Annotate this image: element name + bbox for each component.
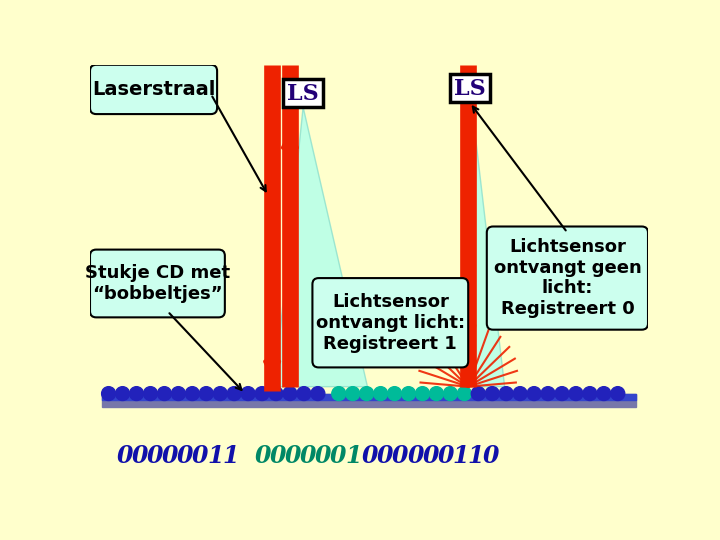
Circle shape — [171, 387, 185, 401]
Circle shape — [311, 387, 325, 401]
Circle shape — [485, 387, 499, 401]
FancyBboxPatch shape — [312, 278, 468, 367]
Circle shape — [527, 387, 541, 401]
Text: Laserstraal: Laserstraal — [92, 80, 215, 99]
Polygon shape — [469, 88, 505, 387]
Text: 1: 1 — [346, 444, 361, 468]
Text: 0: 0 — [147, 444, 163, 468]
Circle shape — [444, 387, 457, 401]
Circle shape — [332, 387, 346, 401]
Circle shape — [185, 387, 199, 401]
Text: 0: 0 — [192, 444, 209, 468]
Text: 0: 0 — [392, 444, 409, 468]
Circle shape — [199, 387, 213, 401]
Text: 0: 0 — [377, 444, 394, 468]
Circle shape — [255, 387, 269, 401]
Text: 0: 0 — [162, 444, 179, 468]
Circle shape — [241, 387, 255, 401]
Text: Lichtsensor
ontvangt licht:
Registreert 1: Lichtsensor ontvangt licht: Registreert … — [316, 293, 465, 353]
Polygon shape — [274, 107, 367, 387]
Text: 0: 0 — [177, 444, 194, 468]
Circle shape — [457, 387, 472, 401]
Bar — [102, 394, 636, 400]
Circle shape — [429, 387, 444, 401]
Circle shape — [541, 387, 555, 401]
Text: 0: 0 — [438, 444, 454, 468]
Text: 0: 0 — [330, 444, 346, 468]
Circle shape — [158, 387, 171, 401]
FancyBboxPatch shape — [90, 65, 217, 114]
Text: 0: 0 — [285, 444, 301, 468]
FancyBboxPatch shape — [487, 226, 648, 330]
Circle shape — [346, 387, 360, 401]
Circle shape — [297, 387, 311, 401]
Circle shape — [569, 387, 583, 401]
Circle shape — [555, 387, 569, 401]
Circle shape — [611, 387, 625, 401]
Circle shape — [213, 387, 228, 401]
Circle shape — [360, 387, 374, 401]
Text: Stukje CD met
“bobbeltjes”: Stukje CD met “bobbeltjes” — [85, 264, 230, 303]
Bar — [449, 74, 490, 102]
Text: 0: 0 — [132, 444, 148, 468]
Bar — [102, 394, 636, 408]
Text: 1: 1 — [468, 444, 484, 468]
Circle shape — [499, 387, 513, 401]
Circle shape — [374, 387, 387, 401]
Circle shape — [402, 387, 415, 401]
Text: 1: 1 — [222, 444, 239, 468]
Text: 0: 0 — [362, 444, 379, 468]
Text: 0: 0 — [423, 444, 439, 468]
Circle shape — [387, 387, 402, 401]
Text: 1: 1 — [207, 444, 224, 468]
Circle shape — [102, 387, 116, 401]
FancyBboxPatch shape — [90, 249, 225, 318]
Text: 0: 0 — [270, 444, 286, 468]
Text: 0: 0 — [117, 444, 133, 468]
Text: 0: 0 — [300, 444, 316, 468]
Circle shape — [597, 387, 611, 401]
Circle shape — [228, 387, 241, 401]
Text: 1: 1 — [453, 444, 469, 468]
Circle shape — [116, 387, 130, 401]
Text: 0: 0 — [408, 444, 424, 468]
Circle shape — [130, 387, 143, 401]
Text: 0: 0 — [315, 444, 331, 468]
Circle shape — [583, 387, 597, 401]
Text: 0: 0 — [483, 444, 499, 468]
Circle shape — [143, 387, 158, 401]
Circle shape — [472, 387, 485, 401]
Text: LS: LS — [454, 78, 485, 100]
Circle shape — [283, 387, 297, 401]
Circle shape — [269, 387, 283, 401]
Text: Lichtsensor
ontvangt geen
licht:
Registreert 0: Lichtsensor ontvangt geen licht: Registr… — [493, 238, 642, 318]
Circle shape — [513, 387, 527, 401]
Text: 0: 0 — [255, 444, 271, 468]
Text: LS: LS — [287, 83, 319, 105]
Circle shape — [415, 387, 429, 401]
Bar — [283, 79, 323, 107]
